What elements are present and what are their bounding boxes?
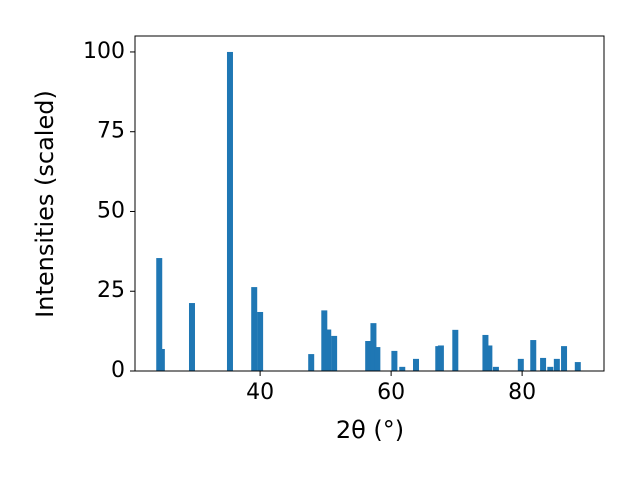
bar: [482, 334, 489, 371]
bar: [188, 303, 195, 371]
y-tick-label: 25: [97, 278, 125, 303]
x-tick-label: 40: [246, 380, 274, 405]
bar: [365, 341, 372, 371]
x-tick-label: 80: [508, 380, 536, 405]
bar: [325, 329, 332, 371]
bar: [561, 346, 568, 371]
y-tick-label: 50: [97, 198, 125, 223]
bar: [374, 347, 381, 371]
bar: [257, 311, 264, 371]
x-axis-label: 2θ (°): [336, 416, 404, 444]
bar: [574, 362, 581, 371]
bar: [158, 348, 165, 371]
bar: [492, 366, 499, 371]
y-tick-label: 100: [83, 39, 125, 64]
y-axis-label: Intensities (scaled): [31, 90, 59, 318]
bar: [553, 358, 560, 371]
bar: [156, 258, 163, 371]
y-tick-label: 75: [97, 119, 125, 144]
bar: [413, 358, 420, 371]
bar: [486, 345, 493, 371]
plot-frame: [134, 35, 605, 372]
bar: [321, 310, 328, 371]
bar: [547, 366, 554, 371]
bar: [331, 335, 338, 371]
bar: [391, 350, 398, 371]
bar: [370, 323, 377, 371]
bar: [226, 51, 233, 371]
bar: [308, 354, 315, 371]
y-tick-label: 0: [111, 358, 125, 383]
bar: [517, 358, 524, 371]
bar: [399, 366, 406, 371]
bar: [452, 329, 459, 371]
bar: [251, 287, 258, 371]
bar: [437, 345, 444, 371]
bar: [540, 357, 547, 371]
x-tick-label: 60: [377, 380, 405, 405]
bar: [530, 340, 537, 371]
